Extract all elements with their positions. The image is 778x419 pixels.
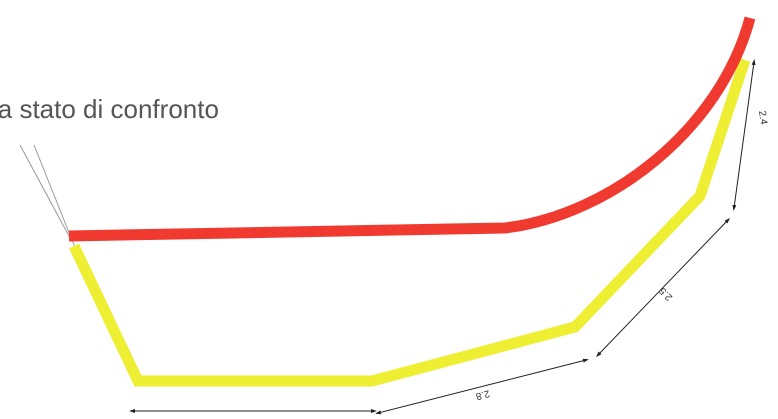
yellow-profile	[69, 58, 751, 387]
dimension-label: 2.8	[474, 387, 491, 401]
caption: ia stato di confronto	[0, 94, 219, 124]
dimension-line	[595, 217, 731, 358]
dimension-line	[732, 59, 756, 211]
guide-line	[19, 144, 71, 239]
red-profile	[68, 16, 756, 242]
dimension-label: 2.4	[756, 110, 769, 126]
dimension-line	[375, 358, 589, 415]
dimension-label: 2.5	[657, 285, 675, 303]
